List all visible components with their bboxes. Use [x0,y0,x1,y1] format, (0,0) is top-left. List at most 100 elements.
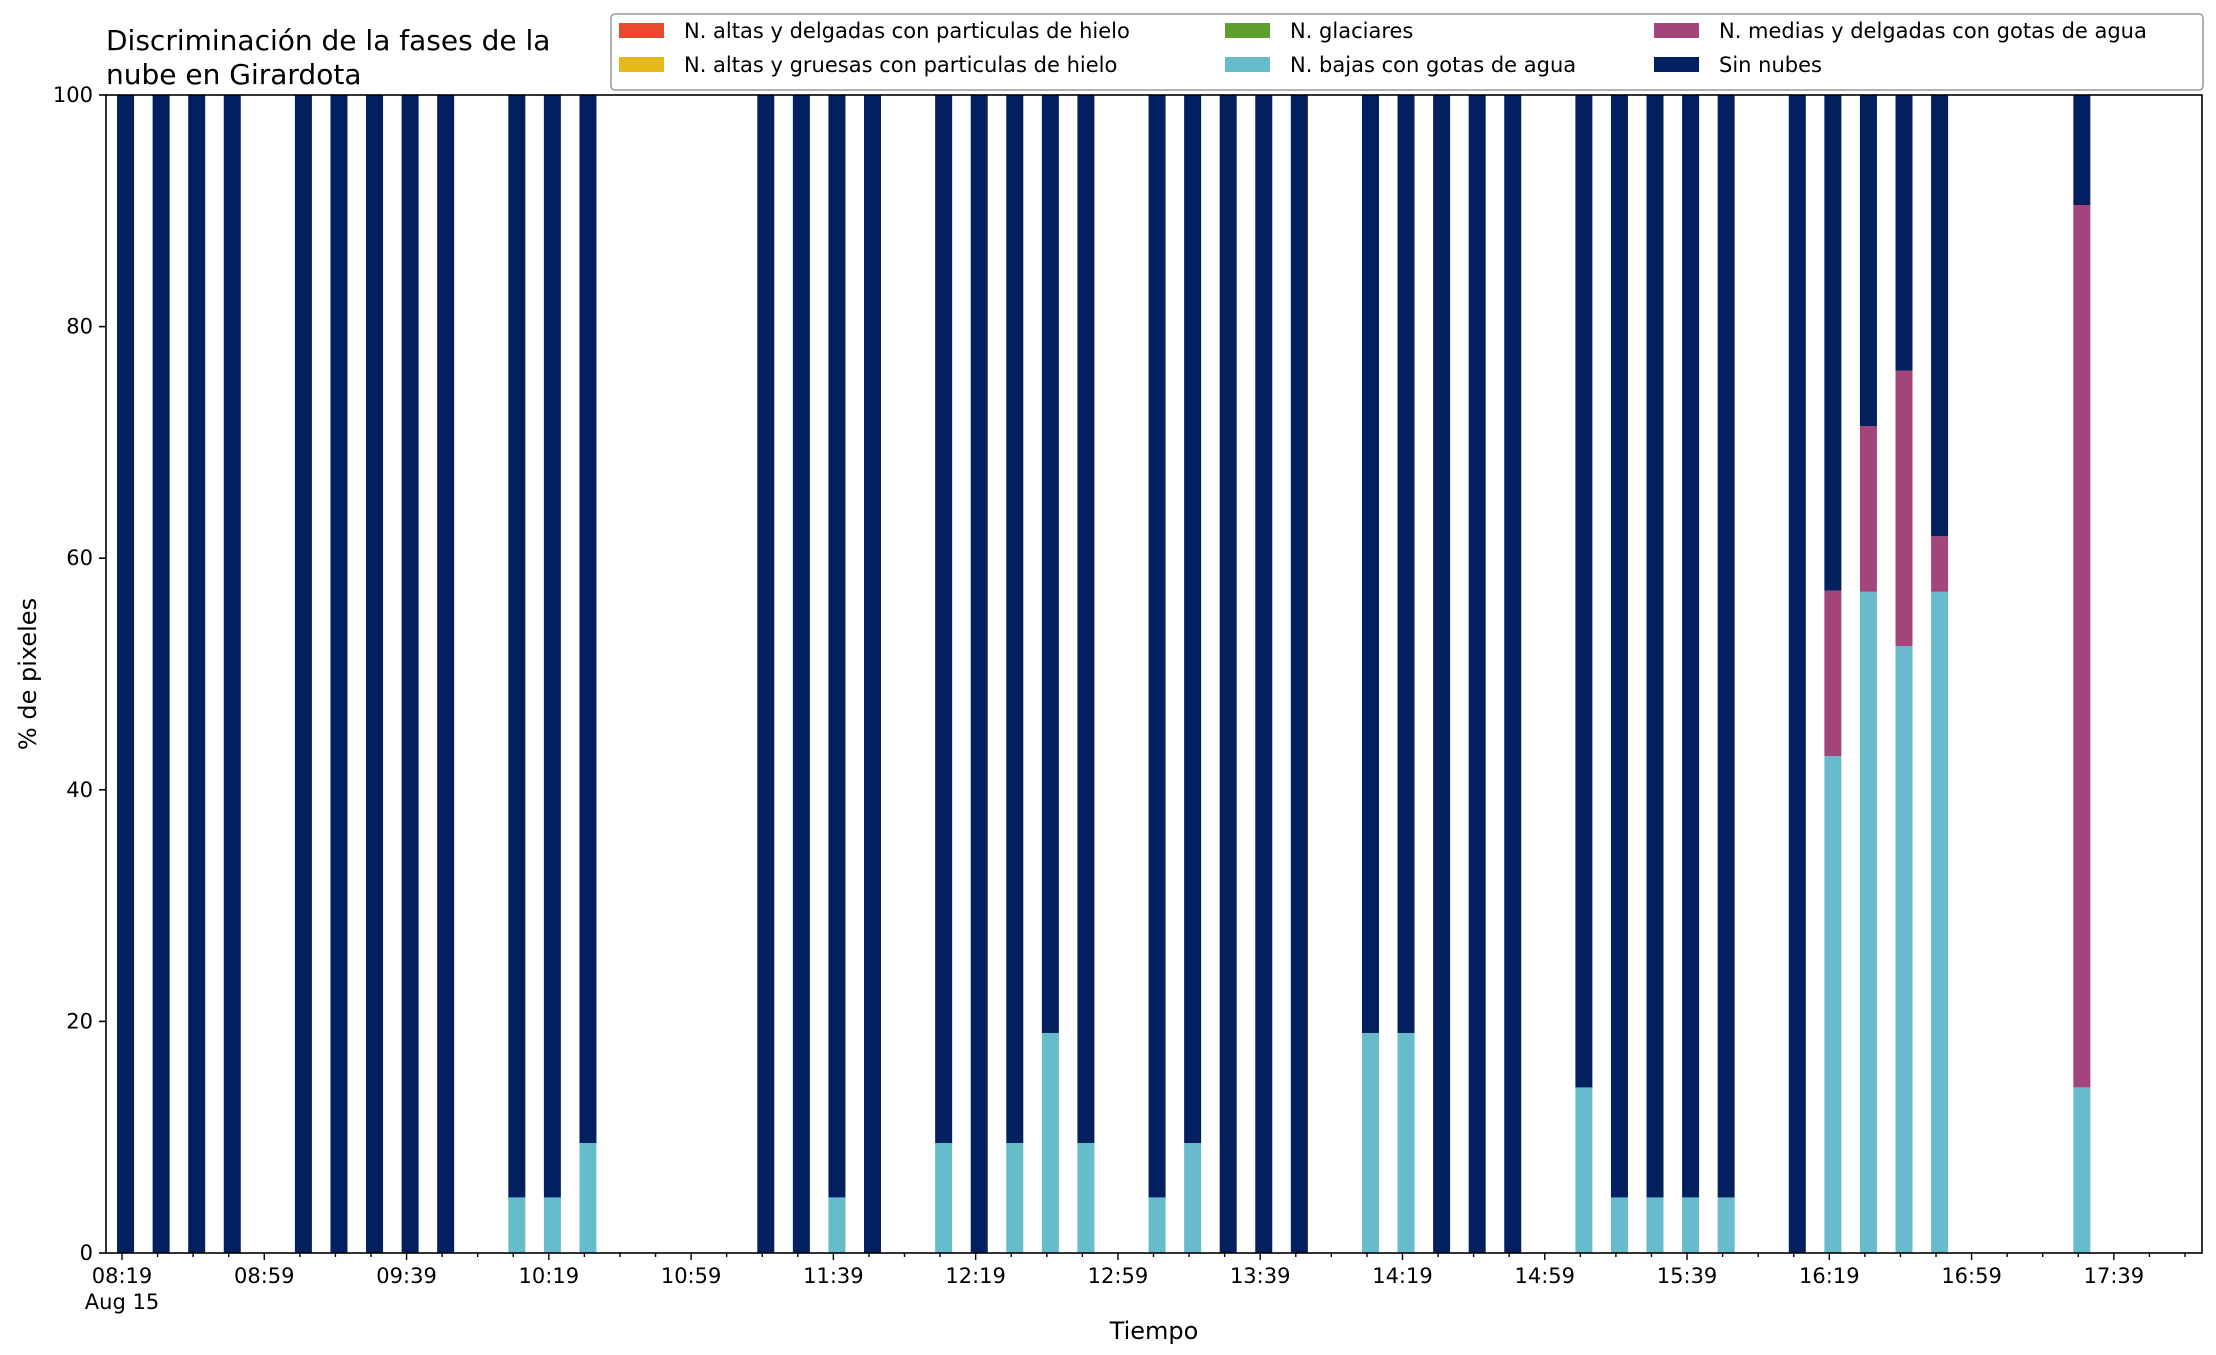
bar-sin-nubes-41 [2073,95,2091,206]
bar-bajas-20 [1077,1142,1095,1253]
bar-medias-41 [2073,205,2091,1088]
bar-bajas-37 [1824,756,1842,1253]
x-tick-label-1: 08:59 [234,1264,295,1288]
bar-sin-nubes-1 [152,95,170,1253]
bars-layer [117,95,2091,1253]
bar-sin-nubes-7 [401,95,419,1253]
x-tick-label-5: 11:39 [803,1264,864,1288]
bar-sin-nubes-23 [1219,95,1237,1253]
bar-sin-nubes-38 [1859,95,1877,427]
x-date-label: Aug 15 [85,1290,159,1314]
bar-sin-nubes-17 [970,95,988,1253]
bar-sin-nubes-20 [1077,95,1095,1143]
x-tick-label-2: 09:39 [376,1264,437,1288]
bar-bajas-26 [1361,1032,1379,1253]
x-tick-label-14: 17:39 [2084,1264,2145,1288]
x-tick-label-0: 08:19 [92,1264,153,1288]
chart-title-line-1: Discriminación de la fases de la [106,24,550,57]
bar-bajas-39 [1895,646,1913,1253]
x-tick-label-4: 10:59 [661,1264,722,1288]
y-tick-label-100: 100 [53,83,93,107]
x-tick-label-12: 16:19 [1799,1264,1860,1288]
bar-bajas-22 [1184,1142,1202,1253]
bar-sin-nubes-36 [1788,95,1806,1253]
bar-sin-nubes-12 [757,95,775,1253]
bar-sin-nubes-31 [1575,95,1593,1088]
bar-bajas-18 [1006,1142,1024,1253]
legend: N. altas y delgadas con particulas de hi… [610,13,2204,91]
bar-bajas-11 [579,1142,597,1253]
legend-frame [610,13,2204,91]
bar-bajas-35 [1717,1197,1735,1253]
legend-label-4: N. medias y delgadas con gotas de agua [1719,19,2147,43]
legend-label-1: N. altas y gruesas con particulas de hie… [684,53,1117,77]
legend-label-2: N. glaciares [1290,19,1413,43]
axis-ticks: 0 20 40 60 80 100 08:19 08:59 09:39 10:19 10:59 11:… [53,83,2186,1314]
bar-medias-38 [1859,426,1877,592]
bar-medias-37 [1824,590,1842,757]
bar-sin-nubes-13 [792,95,810,1253]
bar-sin-nubes-35 [1717,95,1735,1198]
bar-sin-nubes-4 [294,95,312,1253]
bar-sin-nubes-24 [1255,95,1273,1253]
bar-bajas-41 [2073,1087,2091,1253]
bar-sin-nubes-16 [935,95,953,1143]
bar-bajas-19 [1041,1032,1059,1253]
y-tick-label-40: 40 [66,778,93,802]
bar-sin-nubes-11 [579,95,597,1143]
bar-bajas-10 [543,1197,561,1253]
bar-medias-40 [1931,536,1949,592]
plot-frame [105,94,2203,1254]
bar-sin-nubes-39 [1895,95,1913,371]
bar-sin-nubes-29 [1468,95,1486,1253]
legend-label-3: N. bajas con gotas de agua [1290,53,1576,77]
bar-sin-nubes-2 [188,95,206,1253]
legend-swatch-5 [1654,57,1699,72]
legend-swatch-4 [1654,23,1699,38]
x-tick-label-11: 15:39 [1657,1264,1718,1288]
bar-bajas-21 [1148,1197,1166,1253]
bar-sin-nubes-10 [543,95,561,1198]
legend-label-5: Sin nubes [1719,53,1822,77]
bar-sin-nubes-3 [223,95,241,1253]
x-tick-label-10: 14:59 [1514,1264,1575,1288]
bar-bajas-27 [1397,1032,1415,1253]
chart-title-line-2: nube en Girardota [106,58,361,91]
y-axis-label: % de pixeles [14,598,42,750]
y-tick-label-60: 60 [66,546,93,570]
bar-bajas-9 [508,1197,526,1253]
bar-sin-nubes-9 [508,95,526,1198]
bar-sin-nubes-15 [864,95,882,1253]
bar-bajas-40 [1931,591,1949,1253]
bar-bajas-34 [1682,1197,1700,1253]
bar-sin-nubes-14 [828,95,846,1198]
bar-sin-nubes-37 [1824,95,1842,591]
x-tick-label-9: 14:19 [1372,1264,1433,1288]
bar-sin-nubes-26 [1361,95,1379,1033]
x-tick-label-8: 13:39 [1230,1264,1291,1288]
legend-swatch-1 [619,57,664,72]
bar-sin-nubes-34 [1682,95,1700,1198]
bar-bajas-38 [1859,591,1877,1253]
bar-bajas-16 [935,1142,953,1253]
bar-bajas-31 [1575,1087,1593,1253]
x-tick-label-3: 10:19 [519,1264,580,1288]
bar-bajas-14 [828,1197,846,1253]
x-tick-label-6: 12:19 [945,1264,1006,1288]
y-tick-label-20: 20 [66,1009,93,1033]
bar-sin-nubes-0 [117,95,135,1253]
bar-bajas-33 [1646,1197,1664,1253]
bar-sin-nubes-25 [1290,95,1308,1253]
x-tick-label-13: 16:59 [1941,1264,2002,1288]
y-tick-label-0: 0 [80,1241,93,1265]
bar-medias-39 [1895,370,1913,647]
legend-swatch-3 [1225,57,1270,72]
bar-sin-nubes-32 [1610,95,1628,1198]
x-tick-label-7: 12:59 [1088,1264,1149,1288]
legend-swatch-2 [1225,23,1270,38]
x-axis-label: Tiempo [1109,1317,1199,1345]
bar-sin-nubes-27 [1397,95,1415,1033]
legend-label-0: N. altas y delgadas con particulas de hi… [684,19,1130,43]
bar-sin-nubes-8 [437,95,455,1253]
